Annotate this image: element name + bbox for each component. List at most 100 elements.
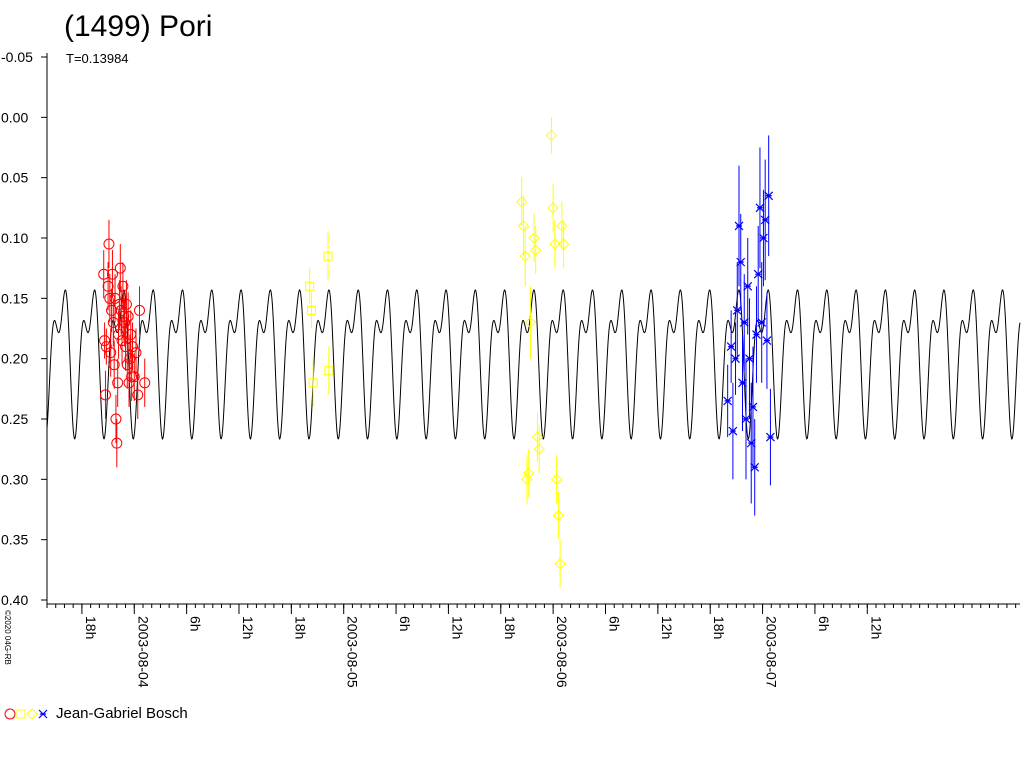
data-point-star xyxy=(745,354,754,364)
data-point-diamond xyxy=(547,202,559,214)
data-point-circle xyxy=(130,347,142,359)
y-tick-label: 0.25 xyxy=(1,411,28,427)
data-point-circle xyxy=(110,413,122,425)
data-point-star xyxy=(750,462,760,472)
legend: Jean-Gabriel Bosch xyxy=(4,703,188,723)
data-point-diamond xyxy=(549,238,561,250)
data-point-diamond xyxy=(545,129,558,142)
data-point-star xyxy=(732,305,742,315)
x-tick-label: 12h xyxy=(868,616,884,639)
data-point-star xyxy=(743,281,753,291)
data-point-star xyxy=(748,402,758,412)
data-point-square xyxy=(324,366,334,376)
data-point-circle xyxy=(111,437,123,449)
legend-marker-circle xyxy=(4,708,16,720)
data-point-star xyxy=(739,318,749,327)
data-point-square xyxy=(323,251,333,261)
data-point-circle xyxy=(112,377,124,389)
data-point-star xyxy=(726,342,736,352)
data-point-circle xyxy=(127,341,139,353)
data-point-circle xyxy=(103,238,115,250)
chart-title: (1499) Pori xyxy=(64,10,213,43)
x-tick-label: 18h xyxy=(292,616,308,639)
copyright-note: ©2020 04G-RB xyxy=(3,610,12,665)
data-point-diamond xyxy=(522,467,535,480)
y-tick-label: 0.15 xyxy=(1,290,28,306)
data-point-square xyxy=(306,305,316,315)
y-tick-label: 0.10 xyxy=(1,230,28,246)
model-curve xyxy=(46,289,1021,440)
y-tick-label: 0.40 xyxy=(1,592,28,608)
data-point-star xyxy=(760,215,770,225)
x-tick-label: 18h xyxy=(83,616,99,639)
x-tick-label: 6h xyxy=(188,616,204,632)
x-tick-label: 12h xyxy=(659,616,675,639)
data-point-diamond xyxy=(521,473,533,486)
data-point-circle xyxy=(124,353,136,365)
x-tick-label: 2003-08-07 xyxy=(764,616,780,688)
data-point-square xyxy=(308,378,318,388)
data-point-circle xyxy=(119,316,131,328)
data-point-diamond xyxy=(519,250,531,262)
data-point-diamond xyxy=(531,431,544,443)
legend-observer-label: Jean-Gabriel Bosch xyxy=(56,704,188,722)
data-point-circle xyxy=(122,310,134,322)
x-tick-label: 12h xyxy=(449,616,465,639)
data-point-circle xyxy=(117,280,129,292)
data-point-star xyxy=(736,257,746,267)
legend-markers xyxy=(4,708,48,720)
data-point-star xyxy=(757,318,767,327)
legend-marker-diamond xyxy=(26,708,38,720)
data-point-circle xyxy=(108,359,120,371)
x-tick-label: 18h xyxy=(502,616,518,639)
data-point-star xyxy=(738,378,747,388)
x-tick-label: 6h xyxy=(397,616,413,632)
y-tick-label: 0.00 xyxy=(1,109,28,125)
data-point-diamond xyxy=(554,558,566,570)
x-tick-label: 18h xyxy=(711,616,727,639)
data-point-diamond xyxy=(557,238,570,250)
data-point-circle xyxy=(120,298,132,310)
x-tick-label: 2003-08-05 xyxy=(345,616,361,688)
data-point-star xyxy=(753,269,763,279)
data-point-star xyxy=(764,191,774,201)
data-point-star xyxy=(723,396,733,406)
data-point-diamond xyxy=(556,220,568,232)
data-point-star xyxy=(731,354,740,364)
data-point-diamond xyxy=(524,316,537,329)
x-tick-label: 2003-08-04 xyxy=(135,616,151,688)
data-point-circle xyxy=(109,292,121,304)
y-tick-label: 0.30 xyxy=(1,471,28,487)
data-point-circle xyxy=(106,268,118,280)
legend-marker-star xyxy=(38,709,48,719)
data-point-circle xyxy=(118,310,130,322)
data-point-circle xyxy=(100,341,112,353)
x-tick-label: 6h xyxy=(816,616,832,632)
y-tick-label: 0.20 xyxy=(1,351,28,367)
data-point-circle xyxy=(132,389,144,401)
x-tick-label: 2003-08-06 xyxy=(554,616,570,688)
y-tick-label: 0.05 xyxy=(1,170,28,186)
data-point-diamond xyxy=(517,220,530,232)
x-tick-label: 12h xyxy=(240,616,256,639)
data-point-diamond xyxy=(516,196,528,208)
data-point-circle xyxy=(128,371,140,383)
data-point-diamond xyxy=(529,244,542,256)
data-point-star xyxy=(728,426,738,436)
data-point-diamond xyxy=(528,232,540,244)
data-point-star xyxy=(762,336,772,345)
period-label: T=0.13984 xyxy=(66,51,129,66)
data-point-circle xyxy=(98,268,110,280)
data-point-diamond xyxy=(550,473,563,486)
data-point-circle xyxy=(99,389,111,401)
data-point-star xyxy=(741,414,751,424)
data-point-diamond xyxy=(533,443,545,455)
data-point-star xyxy=(752,330,761,339)
legend-marker-square xyxy=(16,709,26,719)
data-points xyxy=(98,117,775,588)
axes: -0.05 0.00 0.05 0.10 0.15 0.20 0.25 0.30 0.35 0.4… xyxy=(1,49,1020,688)
data-point-circle xyxy=(134,304,146,316)
data-point-circle xyxy=(126,371,138,383)
x-tick-label: 6h xyxy=(606,616,622,632)
